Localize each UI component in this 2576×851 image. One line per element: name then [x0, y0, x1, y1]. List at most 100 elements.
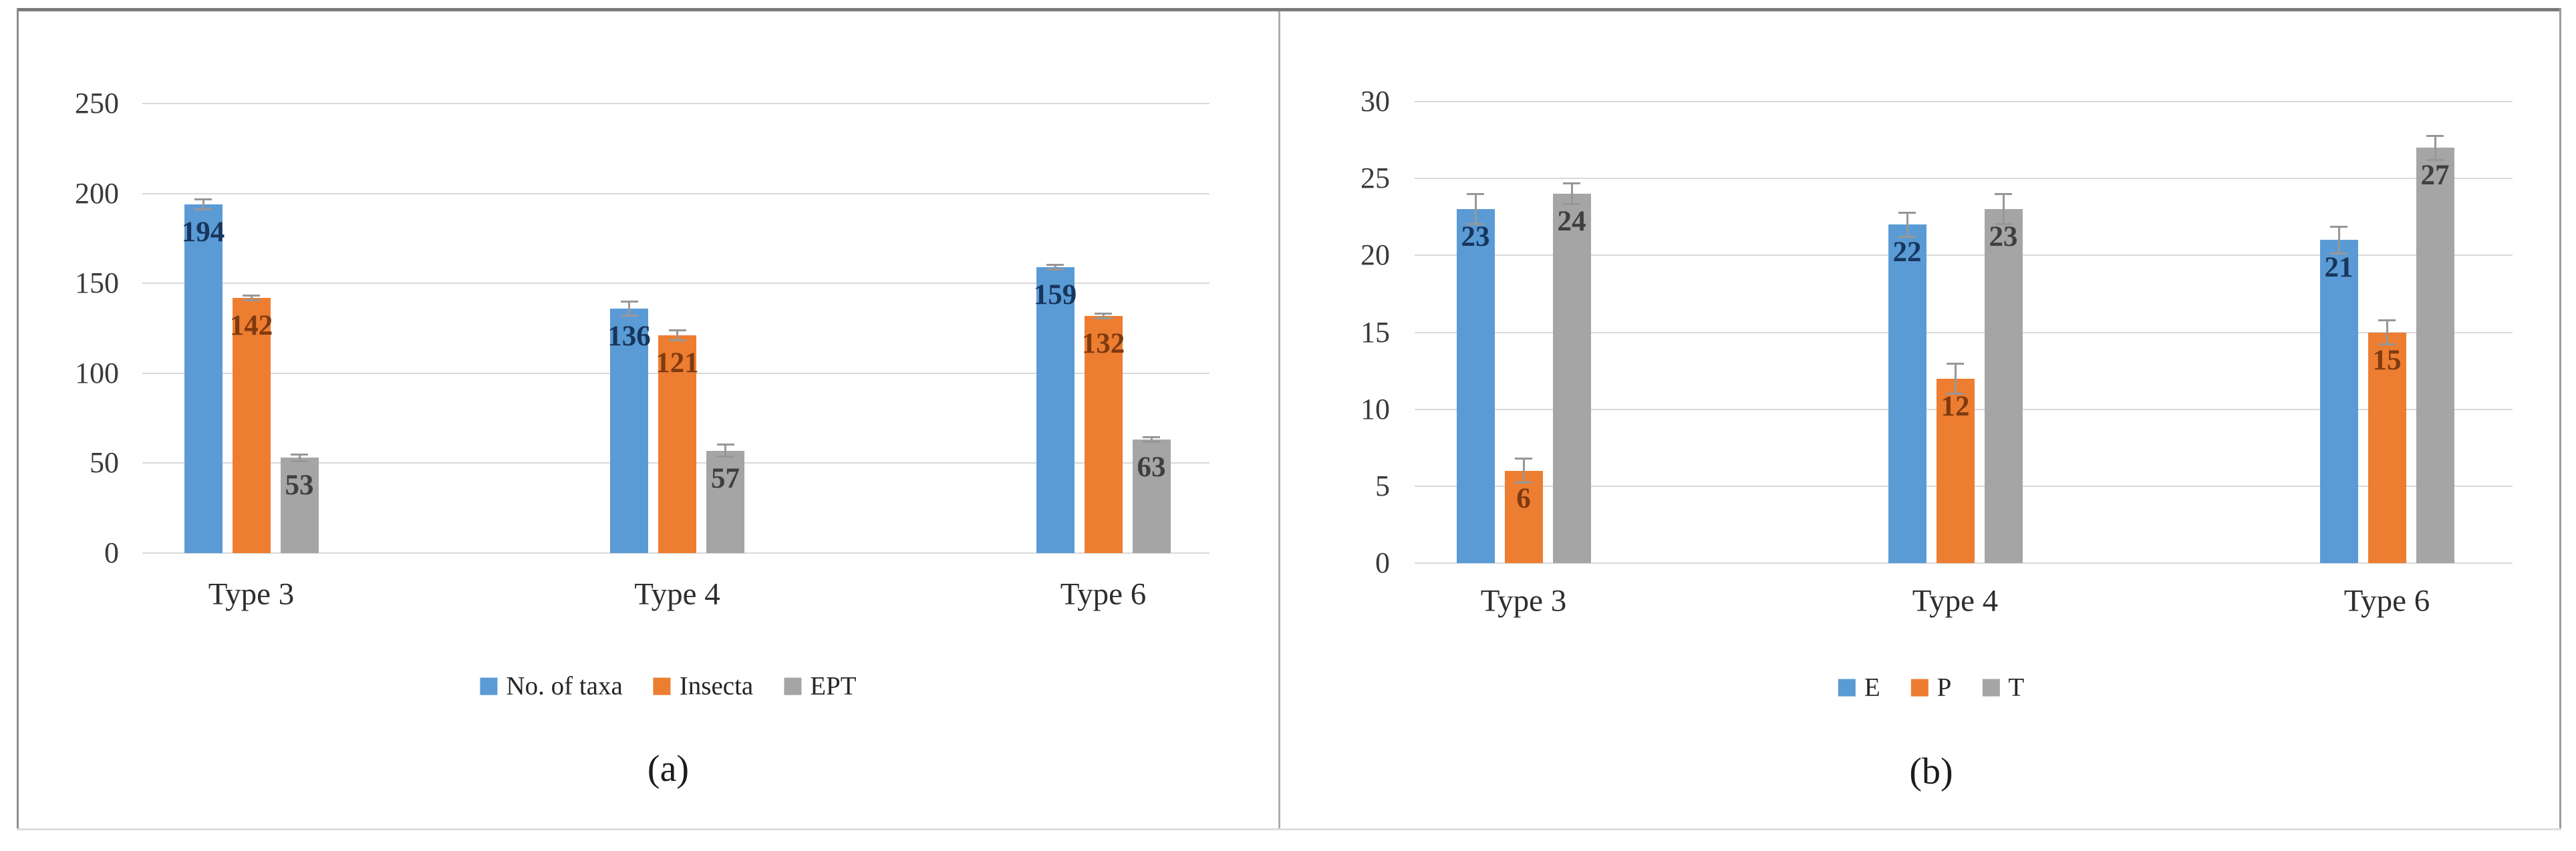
error-bar-cap-top	[620, 301, 638, 303]
error-bar-cap-bottom	[1467, 223, 1484, 226]
error-bar-cap-top	[668, 329, 686, 332]
error-bar-cap-top	[1046, 263, 1064, 266]
legend-swatch-icon	[480, 677, 498, 695]
bar-b-e-type-6	[2319, 240, 2358, 563]
error-bar-line	[1570, 183, 1573, 205]
bar-a-no-of-taxa-type-4	[610, 308, 648, 553]
bar-value-label: 23	[1989, 221, 2018, 253]
legend-item-t: T	[1982, 675, 2024, 701]
y-axis-tick-b-0: 0	[1375, 546, 1390, 579]
bar-a-insecta-type-6	[1084, 315, 1123, 553]
error-bar-line	[2002, 194, 2005, 225]
error-bar-cap-bottom	[291, 460, 308, 462]
legend-swatch-icon	[1982, 679, 2000, 696]
error-bar-cap-top	[243, 294, 260, 297]
bar-b-p-type-3	[1504, 470, 1543, 563]
x-axis-category-a-0: Type 3	[208, 576, 295, 612]
y-axis-tick-b-10: 10	[1361, 392, 1390, 426]
x-axis-category-b-2: Type 6	[2343, 583, 2430, 619]
error-bar-cap-bottom	[716, 455, 734, 458]
error-bar-cap-top	[1467, 193, 1484, 196]
error-bar-line	[1522, 458, 1525, 484]
panel-divider	[1278, 11, 1280, 828]
error-bar-cap-top	[2426, 134, 2444, 137]
bar-b-p-type-4	[1936, 378, 1975, 563]
legend-item-label: No. of taxa	[506, 671, 623, 701]
x-axis-category-a-2: Type 6	[1060, 576, 1147, 612]
gridline-b-25	[1415, 178, 2513, 180]
error-bar-cap-bottom	[1898, 235, 1916, 238]
bar-value-label: 12	[1941, 390, 1970, 422]
caption-a: (a)	[647, 748, 690, 790]
y-axis-tick-b-5: 5	[1375, 469, 1390, 502]
bar-a-no-of-taxa-type-6	[1036, 267, 1075, 553]
y-axis-tick-b-15: 15	[1361, 315, 1390, 349]
error-bar-cap-top	[2330, 225, 2347, 228]
gridline-b-30	[1415, 101, 2513, 102]
error-bar-line	[298, 454, 301, 462]
error-bar-cap-bottom	[1095, 317, 1112, 319]
error-bar-cap-top	[1095, 312, 1112, 315]
bar-value-label: 21	[2324, 252, 2353, 284]
error-bar-cap-top	[1995, 193, 2012, 196]
bar-a-insecta-type-3	[232, 297, 271, 553]
bar-value-label: 136	[607, 320, 651, 352]
error-bar-cap-top	[1515, 458, 1532, 460]
error-bar-cap-top	[2378, 319, 2396, 322]
error-bar-line	[1150, 437, 1153, 443]
legend-item-ept: EPT	[784, 671, 857, 701]
y-axis-tick-a-100: 100	[75, 356, 119, 389]
error-bar-cap-top	[1898, 211, 1916, 214]
bar-value-label: 159	[1033, 279, 1077, 311]
bar-value-label: 53	[285, 470, 314, 502]
frame-top-border	[17, 8, 2561, 11]
legend-item-label: EPT	[810, 671, 857, 701]
bar-value-label: 6	[1516, 482, 1531, 514]
x-axis-category-b-0: Type 3	[1480, 583, 1567, 619]
legend-item-insecta: Insecta	[653, 673, 753, 699]
legend-swatch-icon	[1910, 679, 1928, 696]
error-bar-cap-bottom	[1995, 223, 2012, 226]
error-bar-cap-bottom	[1515, 482, 1532, 484]
error-bar-line	[1954, 363, 1957, 394]
frame-right-border	[2559, 8, 2561, 830]
error-bar-cap-bottom	[243, 299, 260, 301]
gridline-b-15	[1415, 331, 2513, 333]
error-bar-line	[1906, 212, 1908, 237]
error-bar-cap-top	[1143, 436, 1160, 439]
y-axis-tick-a-150: 150	[75, 267, 119, 300]
bar-a-no-of-taxa-type-3	[184, 204, 223, 553]
error-bar-cap-bottom	[1046, 269, 1064, 271]
bar-value-label: 132	[1081, 327, 1125, 359]
error-bar-cap-bottom	[194, 208, 212, 210]
gridline-a-250	[142, 103, 1209, 104]
bar-value-label: 142	[229, 309, 273, 341]
bar-value-label: 27	[2420, 160, 2450, 192]
x-axis-category-a-1: Type 4	[634, 576, 720, 612]
error-bar-line	[1102, 313, 1105, 319]
y-axis-tick-b-30: 30	[1361, 85, 1390, 118]
gridline-b-20	[1415, 254, 2513, 257]
error-bar-line	[1054, 264, 1056, 270]
bar-a-ept-type-4	[706, 450, 744, 553]
gridline-a-150	[142, 283, 1209, 285]
error-bar-line	[2337, 226, 2340, 254]
bar-b-e-type-4	[1888, 224, 1926, 563]
y-axis-tick-b-20: 20	[1361, 238, 1390, 272]
gridline-b-0	[1415, 562, 2513, 564]
error-bar-cap-bottom	[2378, 343, 2396, 345]
legend-item-label: P	[1937, 673, 1952, 702]
gridline-a-0	[142, 552, 1209, 554]
error-bar-cap-bottom	[1947, 392, 1964, 395]
bar-b-e-type-3	[1456, 209, 1495, 563]
x-axis-category-b-1: Type 4	[1912, 583, 1999, 619]
error-bar-cap-bottom	[620, 314, 638, 317]
legend-swatch-icon	[784, 677, 802, 695]
error-bar-cap-top	[716, 444, 734, 446]
error-bar-cap-bottom	[1143, 441, 1160, 444]
legend-a: No. of taxa Insecta EPT	[480, 671, 857, 701]
error-bar-cap-top	[194, 198, 212, 200]
